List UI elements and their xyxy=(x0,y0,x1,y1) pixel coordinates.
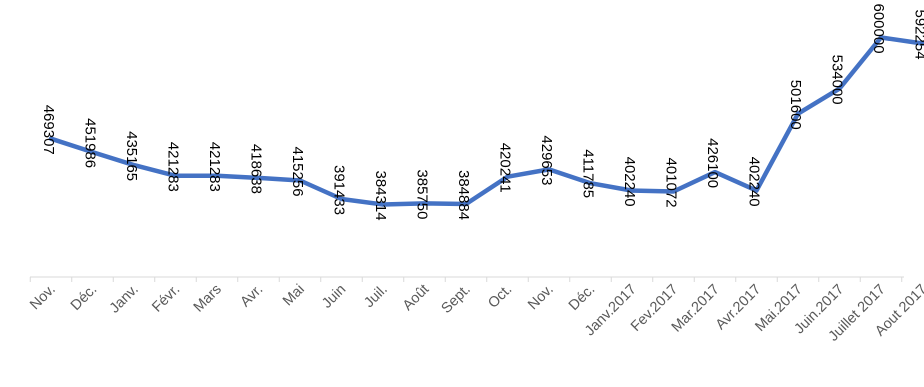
x-tick-label: Août xyxy=(400,282,432,314)
data-label: 451986 xyxy=(82,118,99,168)
data-label: 420241 xyxy=(497,143,514,193)
data-label: 592254 xyxy=(912,10,924,60)
data-label: 600000 xyxy=(870,4,887,54)
data-label: 534000 xyxy=(829,55,846,105)
data-label: 384884 xyxy=(455,170,472,220)
data-label: 501600 xyxy=(787,80,804,130)
data-label: 401072 xyxy=(663,158,680,208)
x-tick-label: Mars xyxy=(191,282,225,316)
x-tick-label: Oct. xyxy=(485,282,515,312)
data-label: 411785 xyxy=(580,149,597,198)
x-tick-label: Juin xyxy=(319,282,349,312)
data-label: 469307 xyxy=(40,105,57,155)
data-label: 421283 xyxy=(206,142,223,192)
data-label: 402240 xyxy=(746,157,763,207)
x-tick-label: Mai xyxy=(280,282,308,310)
x-axis xyxy=(30,277,924,282)
data-label: 418638 xyxy=(248,144,265,194)
data-label-layer: 469307 451986 435165 421283 421283 418638 4152… xyxy=(40,4,924,221)
x-tick-label: Nov. xyxy=(525,282,557,314)
x-tick-label: Sept. xyxy=(439,282,474,317)
data-label: 402240 xyxy=(621,157,638,207)
x-tick-label: Avr. xyxy=(238,282,267,311)
data-label: 429653 xyxy=(538,135,555,185)
data-label: 421283 xyxy=(165,142,182,192)
x-tick-label: Févr. xyxy=(149,282,183,316)
data-label: 385750 xyxy=(414,169,431,219)
data-label: 391433 xyxy=(331,165,348,215)
data-label: 384314 xyxy=(372,171,389,221)
x-tick-label: Déc. xyxy=(68,282,100,314)
x-tick-label: Juil. xyxy=(361,282,391,312)
data-label: 415256 xyxy=(289,147,306,197)
data-label: 426100 xyxy=(704,138,721,188)
x-tick-label: Déc. xyxy=(566,282,598,314)
x-tick-label: Nov. xyxy=(27,282,59,314)
x-tick-label: Janv. xyxy=(107,282,142,317)
data-label: 435165 xyxy=(123,131,140,181)
